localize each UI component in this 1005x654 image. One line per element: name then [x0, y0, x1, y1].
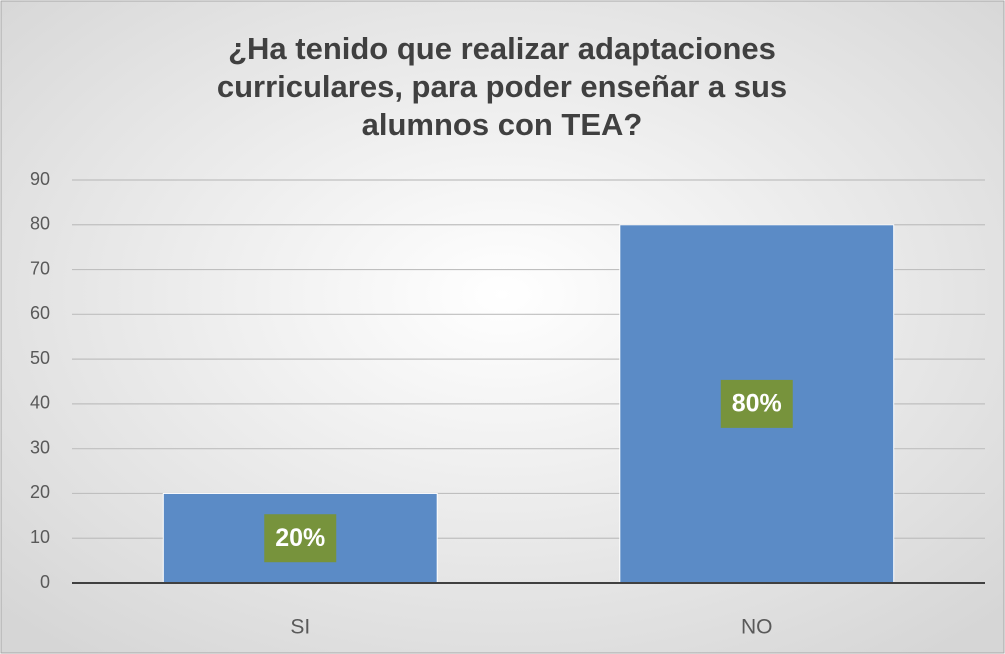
y-tick-label: 10: [30, 527, 50, 547]
data-label: 80%: [732, 389, 782, 417]
y-tick-label: 50: [30, 348, 50, 368]
x-tick-label: SI: [290, 616, 310, 639]
y-tick-label: 80: [30, 214, 50, 234]
y-tick-label: 60: [30, 303, 50, 323]
data-label: 20%: [275, 524, 325, 552]
y-tick-label: 70: [30, 258, 50, 278]
data-label-box: [264, 514, 337, 563]
y-tick-label: 20: [30, 482, 50, 502]
y-tick-label: 40: [30, 393, 50, 413]
data-label-box: [720, 379, 793, 428]
x-tick-label: NO: [741, 616, 773, 639]
y-tick-label: 30: [30, 437, 50, 457]
y-tick-label: 0: [40, 572, 50, 592]
y-tick-label: 90: [30, 169, 50, 189]
chart-title: ¿Ha tenido que realizar adaptaciones cur…: [216, 31, 788, 142]
